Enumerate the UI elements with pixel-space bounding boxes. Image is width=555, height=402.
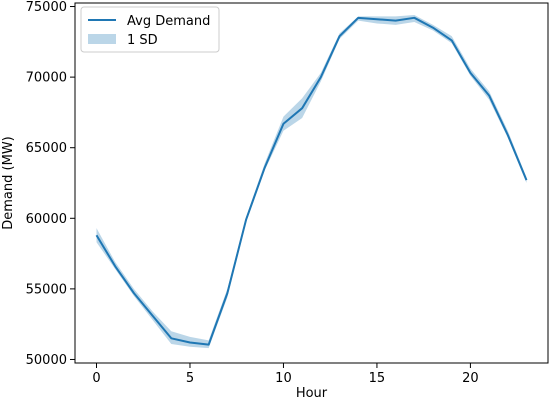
y-ticks: 50000 55000 60000 65000 70000 75000 xyxy=(26,0,75,368)
x-tick-label: 5 xyxy=(186,371,194,386)
y-tick-label: 70000 xyxy=(26,71,67,86)
data-point xyxy=(375,17,379,21)
legend-sd-swatch xyxy=(88,34,116,44)
data-point xyxy=(338,34,342,38)
sd-band xyxy=(96,15,527,349)
x-axis-label: Hour xyxy=(296,386,328,401)
data-point xyxy=(263,165,267,169)
data-point xyxy=(319,75,323,79)
legend-entry-1-sd: 1 SD xyxy=(127,33,158,48)
data-point xyxy=(188,341,192,345)
data-point xyxy=(450,38,454,42)
y-tick-label: 60000 xyxy=(26,212,67,227)
data-point xyxy=(525,178,529,182)
y-tick-label: 55000 xyxy=(26,282,67,297)
avg-demand-line xyxy=(95,16,528,346)
data-point xyxy=(356,16,360,20)
x-tick-label: 0 xyxy=(92,371,100,386)
data-point xyxy=(151,314,155,318)
data-point xyxy=(225,291,229,295)
plot-frame xyxy=(74,2,549,364)
data-point xyxy=(281,122,285,126)
legend: Avg Demand 1 SD xyxy=(80,6,220,53)
data-point xyxy=(468,71,472,75)
data-point xyxy=(113,264,117,268)
sd-band-layer xyxy=(96,15,527,349)
x-tick-label: 15 xyxy=(369,371,386,386)
data-point xyxy=(487,93,491,97)
y-axis-label: Demand (MW) xyxy=(1,136,16,229)
data-point xyxy=(300,106,304,110)
x-ticks: 0 5 10 15 20 xyxy=(92,363,479,386)
legend-entry-avg-demand: Avg Demand xyxy=(127,14,210,29)
data-point xyxy=(506,133,510,137)
avg-demand-line-layer xyxy=(95,16,529,347)
data-point xyxy=(207,343,211,347)
data-point xyxy=(431,26,435,30)
data-point xyxy=(394,19,398,23)
y-tick-label: 50000 xyxy=(26,353,67,368)
x-tick-label: 20 xyxy=(462,371,479,386)
data-point xyxy=(95,233,99,237)
data-point xyxy=(132,291,136,295)
y-tick-label: 65000 xyxy=(26,141,67,156)
data-point xyxy=(412,16,416,20)
data-point xyxy=(169,336,173,340)
data-point xyxy=(244,218,248,222)
legend-box xyxy=(80,6,220,53)
x-tick-label: 10 xyxy=(275,371,292,386)
y-tick-label: 75000 xyxy=(26,0,67,15)
